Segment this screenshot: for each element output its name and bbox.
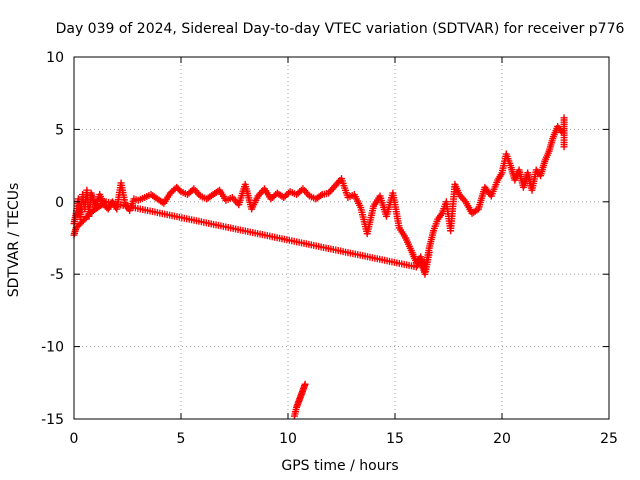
x-tick-label: 25 [600,431,618,447]
y-tick-label: 0 [55,195,64,211]
x-tick-label: 15 [386,431,404,447]
y-tick-label: 5 [55,122,64,138]
x-tick-label: 0 [70,431,79,447]
x-tick-label: 5 [177,431,186,447]
chart-title: Day 039 of 2024, Sidereal Day-to-day VTE… [56,21,625,37]
axis-ticks: 0 5 10 15 20 25 -15 -10 -5 0 5 10 [41,50,618,447]
grid-lines [74,57,609,419]
y-axis-label: SDTVAR / TECUs [6,183,22,298]
y-tick-label: -10 [41,340,64,356]
y-tick-label: 10 [46,50,64,66]
data-point [317,192,325,200]
data-point [425,248,433,256]
data-point [176,186,184,194]
y-tick-label: -5 [50,267,64,283]
y-tick-label: -15 [41,412,64,428]
x-tick-label: 10 [279,431,297,447]
plot-area-frame [73,56,610,420]
data-point [560,143,568,151]
data-point [301,380,309,388]
x-tick-label: 20 [493,431,511,447]
x-axis-label: GPS time / hours [281,458,398,474]
data-points [70,114,568,420]
